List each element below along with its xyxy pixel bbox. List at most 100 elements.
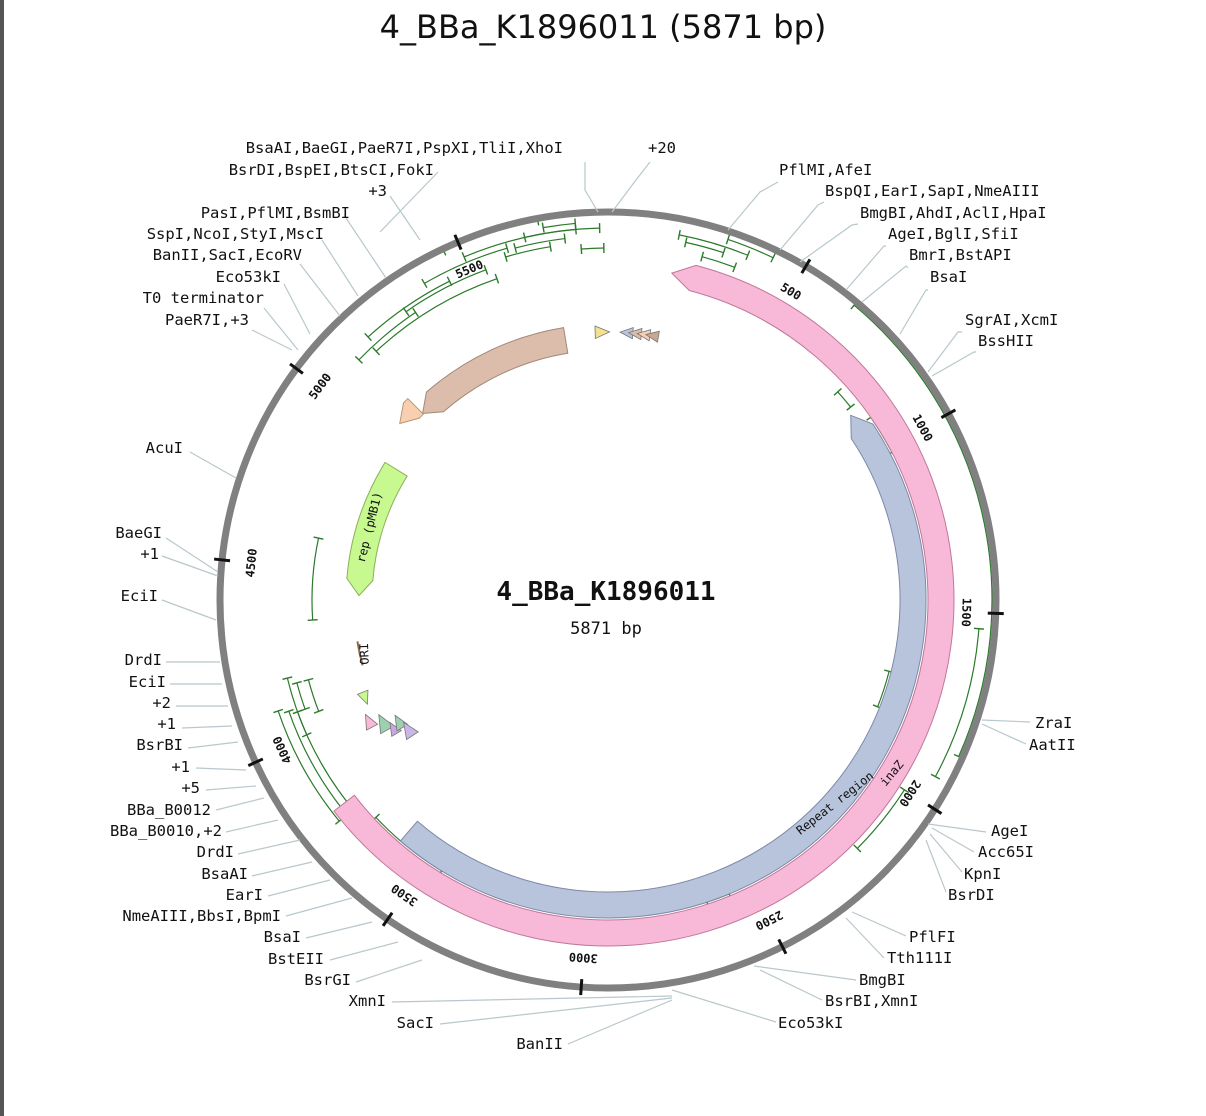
site-label[interactable]: BsrGI [304, 971, 351, 989]
leader-line [753, 965, 857, 981]
site-label[interactable]: SspI,NcoI,StyI,MscI [147, 225, 324, 243]
primer-arc [375, 278, 498, 352]
site-label[interactable]: T0 terminator [143, 289, 264, 307]
site-label[interactable]: Eco53kI [778, 1014, 843, 1032]
leader-line [845, 917, 885, 959]
site-label[interactable]: +1 [140, 545, 159, 563]
site-label[interactable]: AatII [1029, 736, 1076, 754]
site-label[interactable]: BaeGI [115, 524, 162, 542]
site-label[interactable]: BsrDI,BspEI,BtsCI,FokI [229, 161, 434, 179]
leader-line [927, 331, 962, 373]
site-label[interactable]: BBa_B0012 [127, 801, 211, 819]
primer-arc [463, 228, 576, 258]
primer-arc [307, 679, 320, 712]
primer-arc [837, 391, 852, 408]
site-label[interactable]: BsrBI,XmnI [825, 992, 918, 1010]
small-feature[interactable] [403, 721, 419, 741]
site-label[interactable]: PasI,PflMI,BsmBI [201, 204, 350, 222]
site-label[interactable]: AcuI [146, 439, 183, 457]
site-label[interactable]: XmnI [349, 992, 386, 1010]
feature-arcs [333, 264, 955, 947]
site-label[interactable]: Eco53kI [216, 268, 281, 286]
site-label[interactable]: BmgBI [859, 971, 906, 989]
site-label[interactable]: BmgBI,AhdI,AclI,HpaI [860, 204, 1047, 222]
site-label[interactable]: BBa_B0010,+2 [110, 822, 222, 840]
leader-line [329, 941, 399, 961]
site-label[interactable]: BmrI,BstAPI [909, 246, 1012, 264]
site-label[interactable]: PflMI,AfeI [779, 161, 872, 179]
promoter-feature[interactable] [399, 397, 425, 425]
leader-line [189, 451, 237, 479]
leader-line [929, 833, 963, 873]
leader-line [187, 741, 239, 749]
ori-label: ORI [357, 643, 372, 665]
primer-arc [685, 241, 724, 254]
tick [289, 362, 304, 375]
primer-arc [853, 304, 993, 757]
small-feature[interactable] [389, 721, 403, 738]
small-feature[interactable] [356, 689, 369, 706]
tick [453, 234, 463, 251]
site-label[interactable]: BssHII [978, 332, 1034, 350]
leader-line [931, 827, 975, 853]
site-label[interactable]: Acc65I [978, 843, 1034, 861]
orf-feature[interactable] [421, 327, 569, 415]
site-label[interactable]: +3 [368, 182, 387, 200]
site-label[interactable]: Tth111I [887, 949, 952, 967]
rep-feature[interactable] [346, 461, 408, 597]
small-feature[interactable] [594, 325, 611, 340]
site-label[interactable]: BsaAI [201, 865, 248, 883]
tick-label: 4000 [270, 734, 295, 766]
leader-line [355, 959, 423, 983]
ori-feature[interactable] [356, 641, 364, 666]
site-label[interactable]: BsaAI,BaeGI,PaeR7I,PspXI,TliI,XhoI [246, 139, 563, 157]
site-label[interactable]: BstEII [268, 950, 324, 968]
site-label[interactable]: DrdI [197, 843, 234, 861]
site-label[interactable]: ZraI [1035, 714, 1072, 732]
small-feature[interactable] [394, 714, 409, 732]
leader-line [205, 785, 257, 791]
site-label[interactable]: AgeI [991, 822, 1028, 840]
site-label[interactable]: PflFI [909, 928, 956, 946]
site-label[interactable]: +20 [648, 139, 676, 157]
leader-line [251, 329, 293, 351]
site-label[interactable]: +5 [181, 779, 200, 797]
site-label[interactable]: AgeI,BglI,SfiI [888, 225, 1019, 243]
site-label[interactable]: +1 [171, 758, 190, 776]
leader-line [567, 999, 673, 1045]
site-label[interactable]: +2 [152, 694, 171, 712]
site-label[interactable]: BspQI,EarI,SapI,NmeAIII [825, 182, 1040, 200]
site-label[interactable]: SgrAI,XcmI [965, 311, 1058, 329]
site-leaders [161, 161, 1031, 1045]
site-label[interactable]: KpnI [964, 865, 1001, 883]
small-feature[interactable] [378, 713, 395, 735]
site-label[interactable]: +1 [157, 715, 176, 733]
tick-label: 4500 [243, 548, 260, 578]
site-label[interactable]: PaeR7I,+3 [165, 311, 249, 329]
leader-line [927, 823, 987, 833]
site-label[interactable]: EarI [226, 886, 263, 904]
leader-line [305, 921, 373, 939]
small-feature[interactable] [644, 330, 660, 343]
tick-label: 500 [778, 280, 804, 303]
site-label[interactable]: BsrDI [948, 886, 995, 904]
site-label[interactable]: NmeAIII,BbsI,BpmI [122, 907, 281, 925]
site-label[interactable]: BanII [516, 1035, 563, 1053]
site-label[interactable]: DrdI [125, 651, 162, 669]
site-label[interactable]: SacI [397, 1014, 434, 1032]
tick [987, 611, 1004, 616]
plasmid-length: 5871 bp [570, 619, 642, 639]
site-label[interactable]: EciI [121, 587, 158, 605]
site-label[interactable]: BsaI [930, 268, 967, 286]
small-feature[interactable] [365, 713, 379, 731]
site-label[interactable]: BsaI [264, 928, 301, 946]
inaz-feature[interactable] [333, 264, 955, 947]
site-label[interactable]: EciI [129, 673, 166, 691]
repeat-region-feature[interactable] [399, 414, 927, 919]
tick-label: 3000 [568, 950, 598, 966]
site-label[interactable]: BanII,SacI,EcoRV [153, 246, 302, 264]
site-label[interactable]: BsrBI [136, 736, 183, 754]
leader-line [267, 879, 331, 897]
tick [213, 557, 231, 563]
leader-line [195, 767, 247, 771]
